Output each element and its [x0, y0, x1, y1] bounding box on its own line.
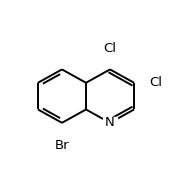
Text: Cl: Cl [149, 76, 162, 89]
Polygon shape [103, 117, 117, 129]
Text: Br: Br [55, 139, 69, 152]
Text: Cl: Cl [104, 42, 117, 55]
Text: N: N [105, 116, 115, 129]
